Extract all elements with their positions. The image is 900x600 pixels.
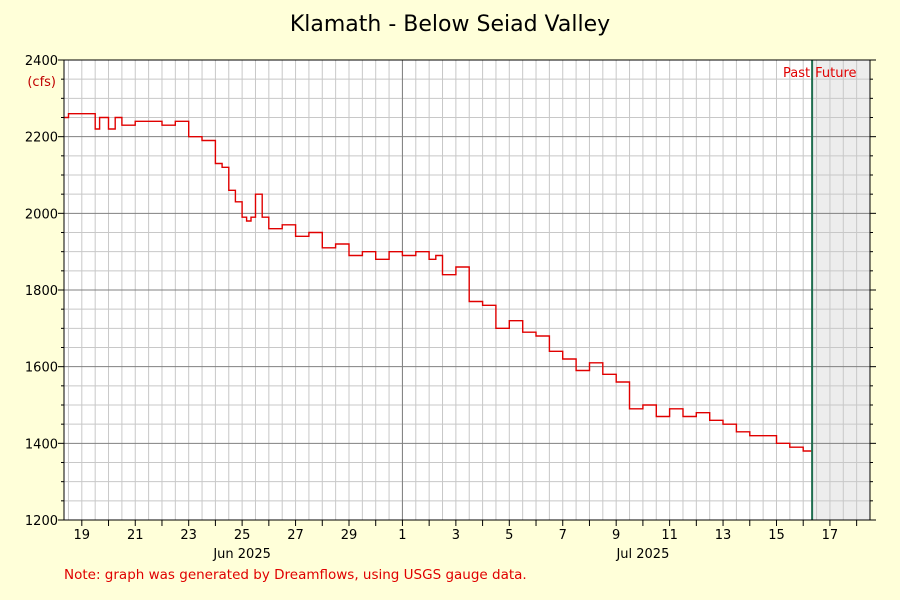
y-tick-label: 1400 [25,437,58,452]
x-tick-label: 13 [715,528,732,543]
y-tick-label: 1600 [25,361,58,376]
x-tick-label: 3 [452,528,460,543]
y-tick-label: 2400 [25,54,58,69]
x-tick-label: 5 [505,528,513,543]
x-tick-label: 15 [768,528,785,543]
x-tick-label: 19 [74,528,91,543]
x-tick-label: 21 [127,528,144,543]
y-unit-label: (cfs) [27,75,56,90]
x-tick-label: 11 [661,528,678,543]
x-tick-label: 17 [822,528,839,543]
y-tick-label: 1800 [25,284,58,299]
footnote: Note: graph was generated by Dreamflows,… [64,567,527,583]
y-tick-label: 2200 [25,131,58,146]
future-label: Future [815,66,856,81]
x-tick-label: 9 [612,528,620,543]
x-tick-label: 7 [559,528,567,543]
x-tick-label: 1 [398,528,406,543]
y-tick-label: 2000 [25,207,58,222]
y-tick-label: 1200 [25,514,58,529]
x-month-label: Jun 2025 [212,547,271,562]
x-tick-label: 27 [287,528,304,543]
flow-series-line [64,113,813,452]
x-tick-label: 23 [180,528,197,543]
x-tick-label: 25 [234,528,251,543]
x-month-label: Jul 2025 [615,547,669,562]
past-label: Past [783,66,810,81]
x-tick-label: 29 [341,528,358,543]
chart-title: Klamath - Below Seiad Valley [289,12,611,37]
